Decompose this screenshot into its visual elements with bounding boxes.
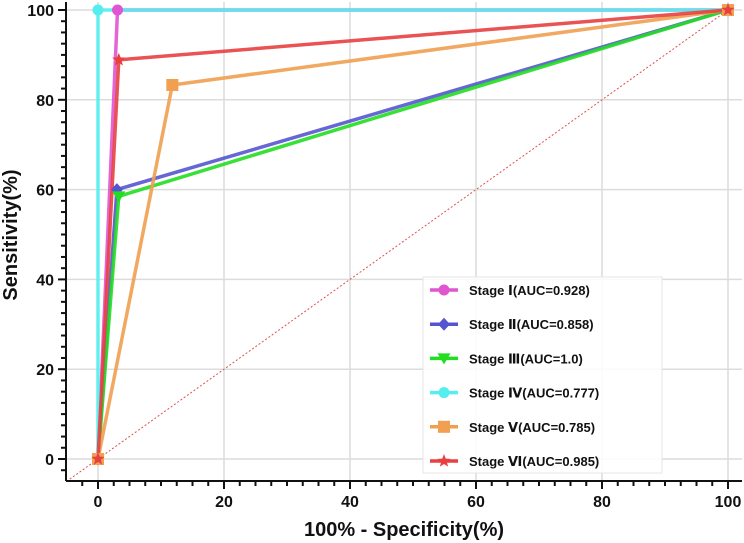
legend-label: Stage Ⅱ(AUC=0.858) <box>469 317 594 332</box>
y-tick-label: 20 <box>36 362 54 379</box>
series-5-point <box>166 78 179 91</box>
series-6-point <box>91 452 105 465</box>
series-1-point <box>112 4 124 16</box>
series-4-point <box>92 4 104 16</box>
legend-marker <box>438 284 450 296</box>
legend-auc: (AUC=0.777) <box>522 386 599 401</box>
legend-series-name: Stage Ⅱ <box>469 317 517 332</box>
y-axis-title: Sensitivity(%) <box>0 169 22 300</box>
legend-marker <box>437 454 451 467</box>
legend-marker <box>438 387 450 399</box>
legend-box <box>422 276 663 474</box>
axes: 0 20 40 60 80 100 0 20 40 60 80 100 <box>27 2 742 511</box>
x-tick-label: 80 <box>593 494 611 511</box>
legend-auc: (AUC=1.0) <box>520 351 583 366</box>
legend-label: Stage Ⅵ(AUC=0.985) <box>469 454 599 469</box>
y-tick-label: 60 <box>36 183 54 200</box>
legend-marker <box>438 420 450 433</box>
legend-marker <box>437 353 451 365</box>
reference-line <box>66 9 729 482</box>
legend-series-name: Stage Ⅰ <box>469 283 513 298</box>
legend-label: Stage Ⅳ(AUC=0.777) <box>469 386 599 401</box>
legend-auc: (AUC=0.985) <box>522 454 599 469</box>
legend: Stage Ⅰ(AUC=0.928)Stage Ⅱ(AUC=0.858)Stag… <box>422 276 663 474</box>
legend-auc: (AUC=0.928) <box>513 283 590 298</box>
series-markers <box>91 3 735 466</box>
series-6-point <box>112 52 126 66</box>
x-tick-label: 40 <box>341 494 359 511</box>
legend-series-name: Stage Ⅳ <box>469 386 523 401</box>
x-tick-label: 60 <box>467 494 485 511</box>
y-tick-label: 0 <box>45 452 54 469</box>
y-tick-label: 80 <box>36 93 54 110</box>
legend-label: Stage Ⅲ(AUC=1.0) <box>469 351 583 366</box>
y-tick-label: 40 <box>36 272 54 289</box>
x-tick-label: 100 <box>715 494 742 511</box>
series-6-point <box>721 3 735 16</box>
x-tick-label: 20 <box>215 494 233 511</box>
legend-auc: (AUC=0.858) <box>517 317 594 332</box>
legend-series-name: Stage Ⅵ <box>469 454 522 469</box>
x-axis-title: 100% - Specificity(%) <box>304 519 504 541</box>
legend-marker <box>438 317 450 331</box>
reference-diagonal <box>66 9 729 482</box>
series-3-point <box>112 191 126 203</box>
x-tick-label: 0 <box>94 494 103 511</box>
legend-series-name: Stage Ⅴ <box>469 420 518 435</box>
legend-series-name: Stage Ⅲ <box>469 351 520 366</box>
legend-auc: (AUC=0.785) <box>518 420 595 435</box>
legend-label: Stage Ⅰ(AUC=0.928) <box>469 283 590 298</box>
legend-label: Stage Ⅴ(AUC=0.785) <box>469 420 595 435</box>
y-tick-label: 100 <box>27 3 54 20</box>
